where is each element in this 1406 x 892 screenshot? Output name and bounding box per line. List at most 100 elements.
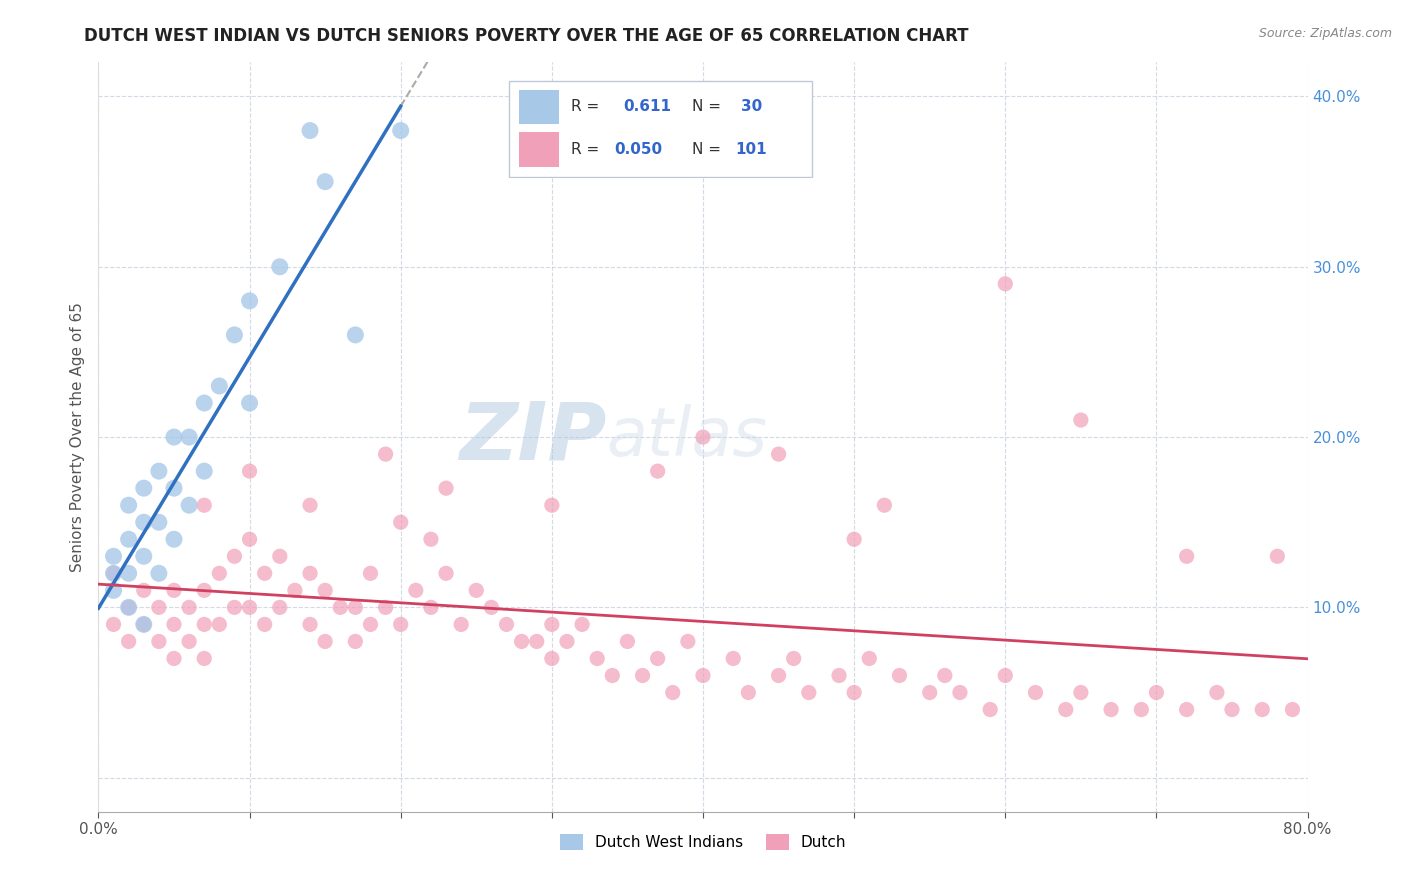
Text: ZIP: ZIP bbox=[458, 398, 606, 476]
Point bbox=[1206, 685, 1229, 699]
Point bbox=[979, 702, 1001, 716]
Point bbox=[616, 634, 638, 648]
Point bbox=[299, 123, 322, 137]
Point bbox=[329, 600, 352, 615]
Point bbox=[1175, 702, 1198, 716]
Text: 30: 30 bbox=[741, 99, 762, 114]
Point bbox=[239, 600, 262, 615]
Point bbox=[389, 617, 412, 632]
Point bbox=[103, 566, 125, 581]
Point bbox=[224, 327, 246, 342]
Point bbox=[692, 668, 714, 682]
Point bbox=[132, 617, 155, 632]
Point bbox=[1130, 702, 1153, 716]
Point bbox=[768, 447, 790, 461]
Point bbox=[676, 634, 699, 648]
Text: atlas: atlas bbox=[606, 404, 768, 470]
Point bbox=[647, 651, 669, 665]
Point bbox=[344, 600, 367, 615]
Point bbox=[148, 566, 170, 581]
Point bbox=[1281, 702, 1303, 716]
Point bbox=[450, 617, 472, 632]
Point bbox=[148, 634, 170, 648]
Point bbox=[193, 617, 215, 632]
Point bbox=[284, 583, 307, 598]
Point bbox=[602, 668, 624, 682]
Point bbox=[1220, 702, 1243, 716]
Point bbox=[103, 549, 125, 564]
Point bbox=[163, 481, 186, 495]
Text: R =: R = bbox=[571, 143, 599, 158]
Point bbox=[374, 600, 396, 615]
Point bbox=[118, 600, 141, 615]
Point bbox=[224, 600, 246, 615]
Bar bbox=[519, 132, 558, 167]
Point bbox=[768, 668, 790, 682]
Point bbox=[723, 651, 745, 665]
Point bbox=[179, 600, 201, 615]
Point bbox=[193, 464, 215, 478]
Point bbox=[844, 533, 866, 547]
Point bbox=[239, 533, 262, 547]
Point bbox=[889, 668, 911, 682]
Point bbox=[163, 533, 186, 547]
Point bbox=[465, 583, 488, 598]
Point bbox=[344, 327, 367, 342]
Point bbox=[163, 583, 186, 598]
Point bbox=[193, 651, 215, 665]
Point bbox=[434, 566, 457, 581]
Bar bbox=[519, 90, 558, 124]
Point bbox=[118, 498, 141, 512]
Point bbox=[224, 549, 246, 564]
Text: DUTCH WEST INDIAN VS DUTCH SENIORS POVERTY OVER THE AGE OF 65 CORRELATION CHART: DUTCH WEST INDIAN VS DUTCH SENIORS POVER… bbox=[84, 27, 969, 45]
Point bbox=[103, 617, 125, 632]
Point bbox=[269, 260, 291, 274]
Point bbox=[253, 566, 276, 581]
Point bbox=[148, 600, 170, 615]
Point bbox=[540, 651, 562, 665]
Point bbox=[239, 293, 262, 308]
Point bbox=[163, 651, 186, 665]
Point bbox=[1251, 702, 1274, 716]
Point bbox=[481, 600, 503, 615]
Point bbox=[1175, 549, 1198, 564]
Point bbox=[526, 634, 548, 648]
Point bbox=[692, 430, 714, 444]
Point bbox=[103, 583, 125, 598]
Point bbox=[132, 549, 155, 564]
Point bbox=[1070, 413, 1092, 427]
Point bbox=[994, 668, 1017, 682]
Text: R =: R = bbox=[571, 99, 599, 114]
Point bbox=[132, 481, 155, 495]
Point bbox=[828, 668, 851, 682]
Text: N =: N = bbox=[692, 99, 721, 114]
Point bbox=[179, 634, 201, 648]
Point bbox=[918, 685, 941, 699]
Point bbox=[374, 447, 396, 461]
Point bbox=[540, 617, 562, 632]
Point bbox=[299, 566, 322, 581]
Point bbox=[118, 600, 141, 615]
Point bbox=[163, 430, 186, 444]
Point bbox=[132, 617, 155, 632]
Point bbox=[179, 430, 201, 444]
Point bbox=[193, 396, 215, 410]
Point bbox=[873, 498, 896, 512]
Point bbox=[571, 617, 593, 632]
Point bbox=[405, 583, 427, 598]
Point bbox=[797, 685, 820, 699]
Point bbox=[631, 668, 654, 682]
Y-axis label: Seniors Poverty Over the Age of 65: Seniors Poverty Over the Age of 65 bbox=[69, 302, 84, 572]
FancyBboxPatch shape bbox=[509, 81, 813, 178]
Point bbox=[420, 600, 443, 615]
Point bbox=[179, 498, 201, 512]
Point bbox=[994, 277, 1017, 291]
Text: N =: N = bbox=[692, 143, 721, 158]
Point bbox=[269, 549, 291, 564]
Point bbox=[118, 533, 141, 547]
Point bbox=[647, 464, 669, 478]
Point bbox=[540, 498, 562, 512]
Point bbox=[208, 617, 231, 632]
Point bbox=[555, 634, 578, 648]
Point bbox=[314, 634, 336, 648]
